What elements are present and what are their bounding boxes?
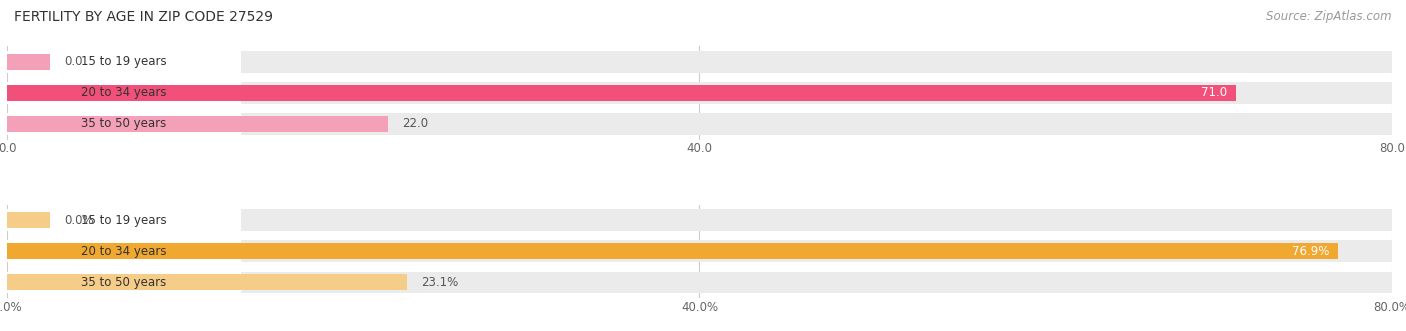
Text: 15 to 19 years: 15 to 19 years	[82, 55, 167, 69]
Bar	[7, 116, 388, 132]
Bar	[7, 51, 240, 73]
Bar	[7, 54, 51, 70]
Bar	[7, 210, 1392, 231]
Bar	[7, 212, 51, 228]
Text: 35 to 50 years: 35 to 50 years	[82, 276, 166, 289]
Text: 35 to 50 years: 35 to 50 years	[82, 118, 166, 130]
Bar	[7, 113, 1392, 135]
Text: Source: ZipAtlas.com: Source: ZipAtlas.com	[1267, 10, 1392, 23]
Bar	[7, 82, 1392, 104]
Bar	[7, 243, 1339, 260]
Bar	[7, 271, 1392, 293]
Bar	[7, 271, 240, 293]
Bar	[7, 113, 240, 135]
Bar	[7, 274, 406, 290]
Text: 0.0: 0.0	[65, 55, 83, 69]
Bar	[7, 82, 240, 104]
Text: 15 to 19 years: 15 to 19 years	[82, 214, 167, 227]
Text: 71.0: 71.0	[1201, 86, 1227, 99]
Text: 0.0%: 0.0%	[65, 214, 94, 227]
Text: 22.0: 22.0	[402, 118, 427, 130]
Text: 20 to 34 years: 20 to 34 years	[82, 245, 167, 258]
Text: 20 to 34 years: 20 to 34 years	[82, 86, 167, 99]
Bar	[7, 240, 1392, 262]
Text: 76.9%: 76.9%	[1292, 245, 1330, 258]
Bar	[7, 210, 240, 231]
Bar	[7, 85, 1236, 101]
Text: 23.1%: 23.1%	[420, 276, 458, 289]
Bar	[7, 240, 240, 262]
Bar	[7, 51, 1392, 73]
Text: FERTILITY BY AGE IN ZIP CODE 27529: FERTILITY BY AGE IN ZIP CODE 27529	[14, 10, 273, 24]
